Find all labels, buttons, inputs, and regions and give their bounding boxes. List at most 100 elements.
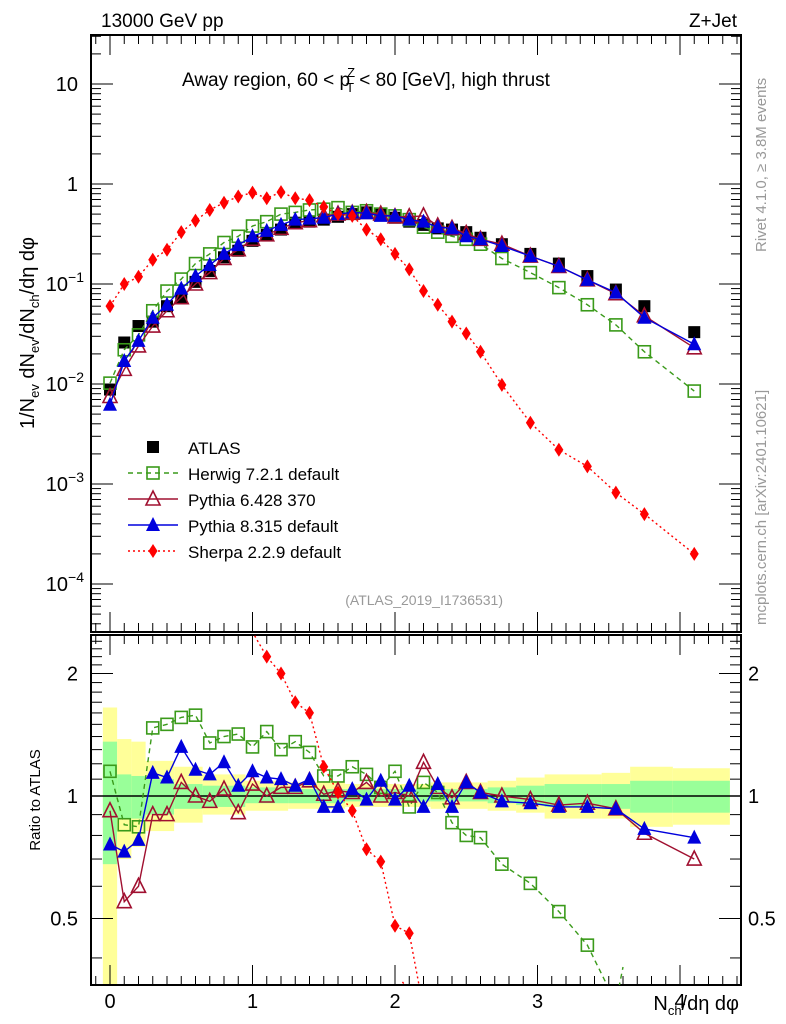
data-point (523, 265, 538, 280)
data-point (160, 296, 174, 311)
ylabel-sub: ev (27, 339, 42, 353)
legend-label: Pythia 6.428 370 (188, 491, 316, 510)
legend-label: Sherpa 2.2.9 default (188, 543, 341, 562)
data-point (689, 546, 699, 561)
data-point (131, 332, 146, 347)
series-line (109, 191, 695, 555)
data-point (174, 280, 189, 295)
ratio-y-tick-label: 1 (67, 786, 78, 808)
ratio-line (109, 760, 695, 904)
data-point (551, 258, 566, 273)
legend-marker (146, 517, 160, 531)
ratio-point (388, 764, 402, 779)
data-point (611, 485, 621, 500)
y-tick-label: 10 (56, 74, 78, 96)
ratio-point (359, 791, 374, 806)
data-point (288, 211, 303, 226)
ratio-point (473, 830, 488, 845)
ratio-point (302, 745, 317, 760)
ratio-series-sherpa-2-2-9-default (253, 635, 420, 985)
y-tick-label: 10−3 (46, 469, 84, 496)
ratio-point (145, 721, 160, 735)
ratio-point (274, 771, 288, 786)
ratio-point (202, 766, 217, 781)
ratio-point (259, 769, 274, 784)
ratio-point (580, 798, 595, 813)
ratio-point (245, 763, 260, 778)
legend-marker (144, 489, 162, 506)
data-point (219, 195, 229, 210)
data-point (134, 269, 143, 284)
data-point (119, 277, 129, 291)
data-point (494, 237, 509, 252)
data-point (495, 251, 509, 266)
data-point (319, 199, 329, 214)
ylabel-sub: ev (27, 384, 42, 398)
ratio-point (103, 764, 117, 779)
data-point (132, 320, 145, 333)
data-point (461, 326, 471, 341)
ratio-point (103, 836, 117, 851)
ratio-y-tick-label-right: 2 (748, 664, 759, 686)
series-atlas (104, 206, 701, 396)
data-point (245, 228, 260, 243)
data-point (390, 246, 400, 261)
series-line (109, 211, 695, 405)
data-point (302, 210, 317, 225)
ratio-point (117, 843, 132, 858)
ratio-point (390, 918, 400, 933)
data-point (187, 274, 204, 291)
ratio-point (288, 734, 303, 749)
data-point (276, 185, 286, 200)
ratio-point (130, 876, 147, 894)
data-point (233, 189, 243, 204)
ratio-point (373, 772, 388, 787)
band-green (131, 775, 146, 819)
title-post: < 80 [GeV], high thrust (354, 70, 551, 91)
data-point (248, 185, 257, 200)
ratio-point (608, 800, 623, 815)
ratio-point (217, 754, 231, 769)
data-point (217, 245, 231, 260)
legend-label: Pythia 8.315 default (188, 517, 339, 536)
ratio-point (231, 777, 246, 792)
data-point (172, 287, 190, 305)
ratio-point (262, 649, 272, 664)
ratio-point (637, 820, 652, 835)
legend-marker (146, 466, 160, 480)
ratio-point (276, 666, 286, 681)
ratio-point (685, 849, 703, 866)
ratio-ylabel: Ratio to ATLAS (27, 749, 44, 850)
ratio-point (187, 786, 204, 803)
y-tick-base: 10 (46, 574, 68, 596)
main-series-layer (101, 185, 703, 561)
ylabel-sub: ch (27, 294, 42, 308)
y-tick-exp: −1 (68, 269, 84, 285)
ratio-point (272, 777, 290, 795)
data-point (580, 297, 595, 312)
data-point (473, 231, 488, 246)
ratio-point (172, 772, 190, 790)
ratio-point (201, 791, 219, 809)
ratio-point (288, 777, 303, 792)
data-point (433, 297, 443, 312)
ratio-point (144, 804, 162, 822)
ratio-point (160, 769, 174, 784)
xlabel-sub: ch (668, 1003, 682, 1018)
ylabel-part: dN (17, 353, 39, 384)
ratio-point (400, 786, 418, 803)
data-point (523, 248, 538, 263)
ratio-point (245, 740, 260, 754)
y-tick-exp: −2 (68, 369, 84, 385)
rivet-label: Rivet 4.1.0, ≥ 3.8M events (753, 78, 770, 252)
ratio-point (215, 779, 233, 796)
data-point (205, 202, 215, 217)
band-green (672, 780, 730, 813)
data-point (103, 396, 117, 411)
data-point (476, 344, 485, 359)
ratio-point (202, 736, 217, 750)
data-point (144, 316, 162, 333)
legend-marker (148, 544, 158, 558)
